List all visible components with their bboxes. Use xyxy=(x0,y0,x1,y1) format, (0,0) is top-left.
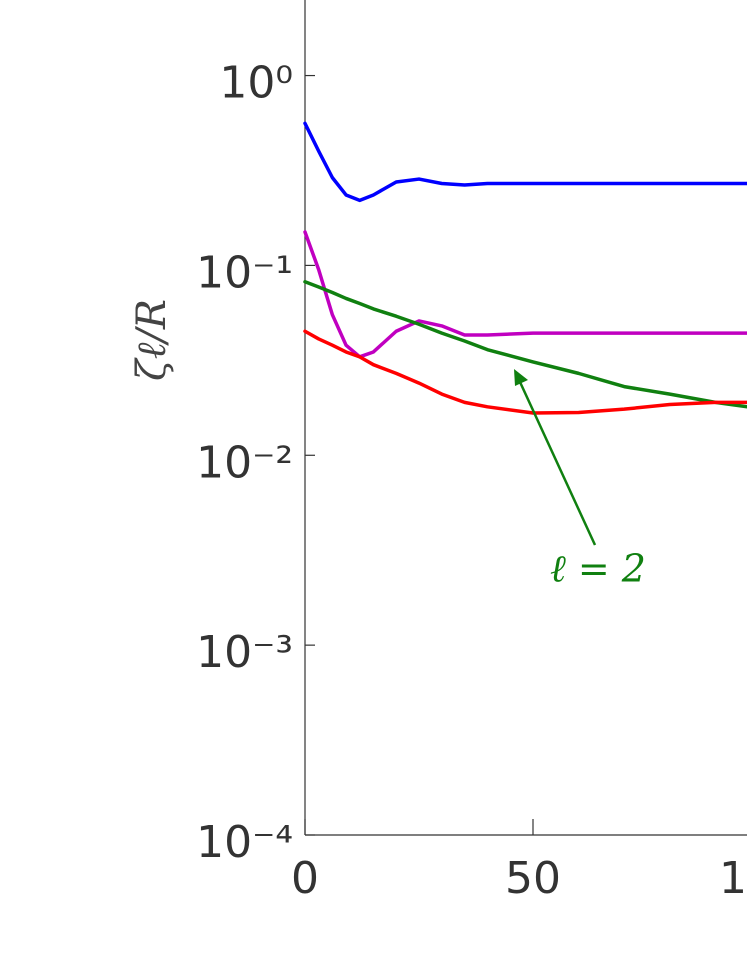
y-tick-label: 10⁰ xyxy=(219,58,293,109)
line-series xyxy=(303,230,747,359)
line-series xyxy=(303,121,747,203)
annotation: ℓ = 2 xyxy=(550,547,646,591)
y-axis-label: ζℓ/R xyxy=(129,299,175,381)
x-tick-label: 0 xyxy=(291,853,319,904)
y-tick-label: 10⁻³ xyxy=(196,627,293,678)
x-tick-label: 100 xyxy=(719,853,747,904)
arrow-head xyxy=(514,369,528,386)
annotation-arrow xyxy=(518,381,597,546)
line-series xyxy=(303,329,747,415)
y-tick-label: 10⁻¹ xyxy=(196,247,293,298)
x-tick-label: 50 xyxy=(505,853,561,904)
y-tick-label: 10⁻⁴ xyxy=(196,817,293,868)
line-series xyxy=(303,280,747,409)
plot-area xyxy=(303,121,747,415)
y-tick-label: 10⁻² xyxy=(196,437,293,488)
